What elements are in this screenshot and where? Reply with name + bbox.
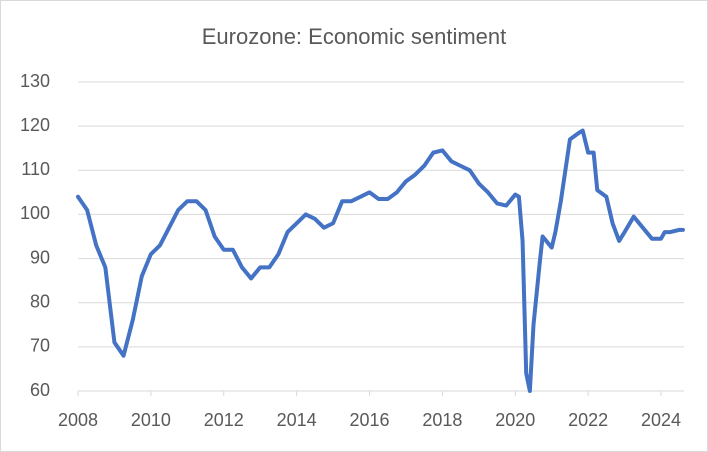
x-tick-label: 2008 — [58, 410, 98, 430]
x-tick-label: 2012 — [204, 410, 244, 430]
chart-title: Eurozone: Economic sentiment — [202, 24, 507, 49]
y-tick-label: 60 — [30, 380, 50, 400]
y-tick-label: 130 — [20, 71, 50, 91]
y-tick-label: 80 — [30, 291, 50, 311]
x-tick-label: 2016 — [349, 410, 389, 430]
y-tick-label: 90 — [30, 247, 50, 267]
x-tick-label: 2014 — [277, 410, 317, 430]
x-tick-label: 2018 — [422, 410, 462, 430]
x-tick-label: 2020 — [495, 410, 535, 430]
y-tick-label: 100 — [20, 203, 50, 223]
x-tick-label: 2022 — [568, 410, 608, 430]
x-tick-label: 2010 — [131, 410, 171, 430]
y-tick-label: 70 — [30, 336, 50, 356]
y-tick-label: 110 — [21, 159, 50, 179]
line-series — [76, 128, 685, 393]
y-tick-label: 120 — [20, 115, 50, 135]
x-tick-label: 2024 — [641, 410, 681, 430]
